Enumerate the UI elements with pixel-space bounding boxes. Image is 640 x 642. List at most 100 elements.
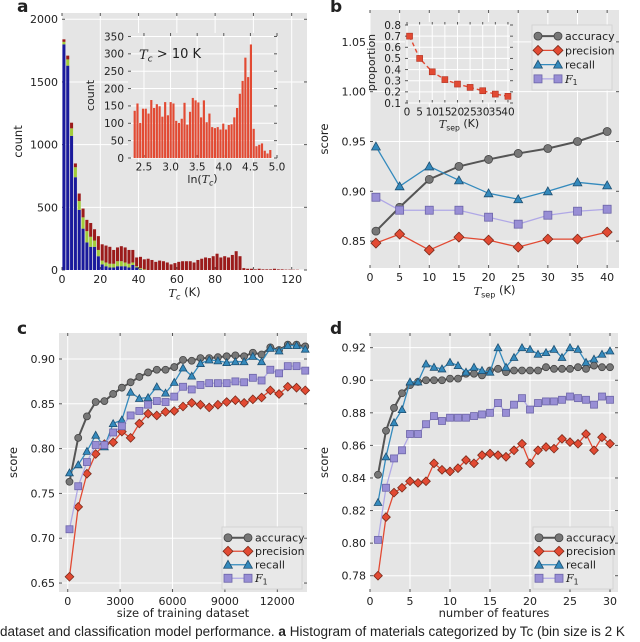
data-point-f1 — [74, 482, 83, 491]
data-point-accuracy — [74, 433, 83, 442]
histogram-bar-red — [123, 247, 127, 263]
histogram-bar-red — [89, 222, 93, 237]
x-tick-label: 4.0 — [215, 162, 232, 174]
histogram-bar-red — [192, 262, 196, 270]
data-point-recall — [509, 352, 519, 361]
x-tick-label: 3000 — [106, 595, 134, 608]
inset-histogram-bar — [233, 117, 236, 158]
data-point-precision — [542, 233, 554, 245]
histogram-bar-red — [96, 236, 100, 250]
y-tick-label: 0.95 — [342, 135, 367, 148]
histogram-bar-red — [207, 258, 211, 270]
histogram-bar-red — [276, 269, 280, 270]
histogram-bar-green — [96, 249, 100, 257]
legend-marker-f1 — [223, 573, 233, 583]
inset-histogram-bar — [230, 124, 233, 158]
x-axis-label: size of training dataset — [117, 606, 250, 620]
legend-label-precision: precision — [566, 545, 616, 558]
histogram-bar-red — [188, 261, 192, 270]
histogram-bar-green — [112, 263, 116, 268]
data-point-accuracy — [454, 161, 464, 171]
data-point-accuracy — [65, 477, 74, 486]
inset-histogram-bar — [133, 110, 136, 158]
data-point-precision — [256, 392, 267, 403]
data-point-f1 — [152, 397, 161, 406]
data-point-f1 — [91, 441, 100, 449]
data-point-accuracy — [598, 363, 606, 372]
legend-marker-recall — [532, 59, 544, 69]
y-axis-label: score — [6, 447, 20, 478]
data-point-recall — [589, 354, 599, 363]
inset-histogram-bar — [247, 77, 250, 158]
data-point-recall — [204, 355, 214, 364]
data-point-recall — [248, 351, 258, 360]
inset-histogram-bar — [172, 103, 175, 158]
data-point-precision — [239, 397, 250, 408]
panel-label: b — [330, 0, 342, 17]
data-point-precision — [397, 482, 407, 493]
histogram-bar-green — [70, 128, 74, 136]
x-tick-label: 25 — [463, 107, 476, 119]
inset-histogram-bar — [175, 120, 178, 158]
data-point-precision — [493, 450, 503, 461]
histogram-bar-red — [93, 229, 97, 241]
legend-marker-precision — [222, 545, 234, 557]
histogram-bar-red — [257, 268, 261, 270]
data-point-accuracy — [582, 364, 590, 373]
inset-histogram-bar — [147, 113, 150, 158]
data-point-recall — [477, 365, 487, 374]
data-point-precision — [213, 399, 223, 410]
data-point-recall — [397, 404, 407, 414]
inset-histogram-bar — [211, 127, 214, 158]
histogram-bar-blue — [89, 246, 93, 270]
data-point-f1 — [543, 210, 553, 220]
data-point-recall — [517, 342, 527, 352]
histogram-bar-red — [196, 259, 200, 270]
data-point-precision — [108, 437, 119, 448]
data-point-recall — [453, 175, 465, 185]
legend-label-recall: recall — [565, 59, 595, 72]
inset-histogram-bar — [222, 123, 225, 158]
data-point-accuracy — [542, 363, 550, 372]
x-tick-label: 35 — [489, 107, 502, 119]
data-point-recall — [573, 344, 583, 353]
data-point-accuracy — [100, 397, 109, 406]
panel-b-inset: 0 5 10 15 20 25 30 35 40 0.10.20.30.40.50.60.70.8… — [365, 20, 515, 133]
histogram-bar-red — [184, 261, 188, 270]
histogram-bar-green — [81, 217, 85, 229]
histogram-bar-red — [200, 258, 204, 270]
inset-data-point — [441, 76, 449, 83]
histogram-bar-blue — [62, 44, 66, 271]
histogram-bar-blue — [77, 209, 81, 270]
data-point-precision — [549, 443, 559, 454]
data-point-f1 — [382, 483, 390, 492]
legend-marker-f1 — [534, 573, 544, 583]
y-axis-label: count — [11, 125, 25, 158]
data-point-recall — [549, 344, 559, 353]
data-point-accuracy — [602, 127, 612, 136]
data-point-accuracy — [187, 356, 196, 365]
histogram-bar-red — [242, 268, 246, 270]
data-point-recall — [161, 388, 171, 397]
data-point-precision — [565, 437, 575, 448]
data-point-f1 — [513, 219, 523, 229]
inset-data-point — [454, 80, 461, 88]
data-point-recall — [389, 417, 399, 427]
histogram-bar-blue — [119, 266, 123, 270]
data-point-precision — [477, 450, 487, 461]
data-point-recall — [257, 357, 267, 366]
inset-histogram-bar — [161, 116, 164, 158]
inset-histogram-bar — [188, 111, 192, 158]
x-tick-label: 20 — [482, 271, 496, 284]
inset-histogram-bar — [197, 102, 200, 158]
data-point-precision — [291, 382, 302, 393]
y-tick-label: 0.4 — [384, 64, 401, 76]
data-point-f1 — [275, 369, 283, 378]
data-point-precision — [501, 451, 511, 462]
data-point-f1 — [486, 408, 494, 417]
inset-histogram-bar — [241, 80, 244, 158]
data-point-precision — [247, 394, 258, 405]
data-point-precision — [483, 234, 495, 246]
data-point-recall — [169, 377, 179, 386]
